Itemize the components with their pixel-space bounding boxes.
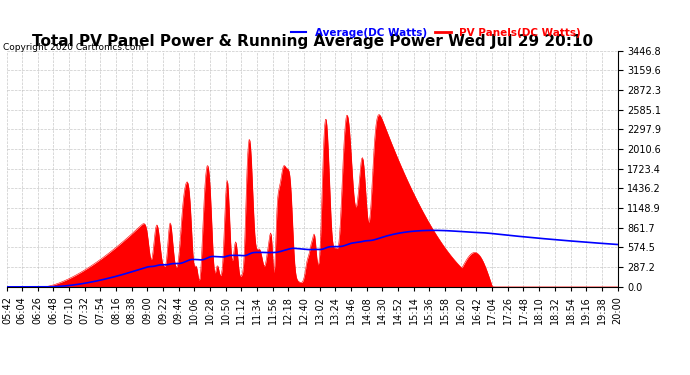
Title: Total PV Panel Power & Running Average Power Wed Jul 29 20:10: Total PV Panel Power & Running Average P… [32,34,593,50]
Legend: Average(DC Watts), PV Panels(DC Watts): Average(DC Watts), PV Panels(DC Watts) [286,24,585,42]
Text: Copyright 2020 Cartronics.com: Copyright 2020 Cartronics.com [3,43,145,52]
